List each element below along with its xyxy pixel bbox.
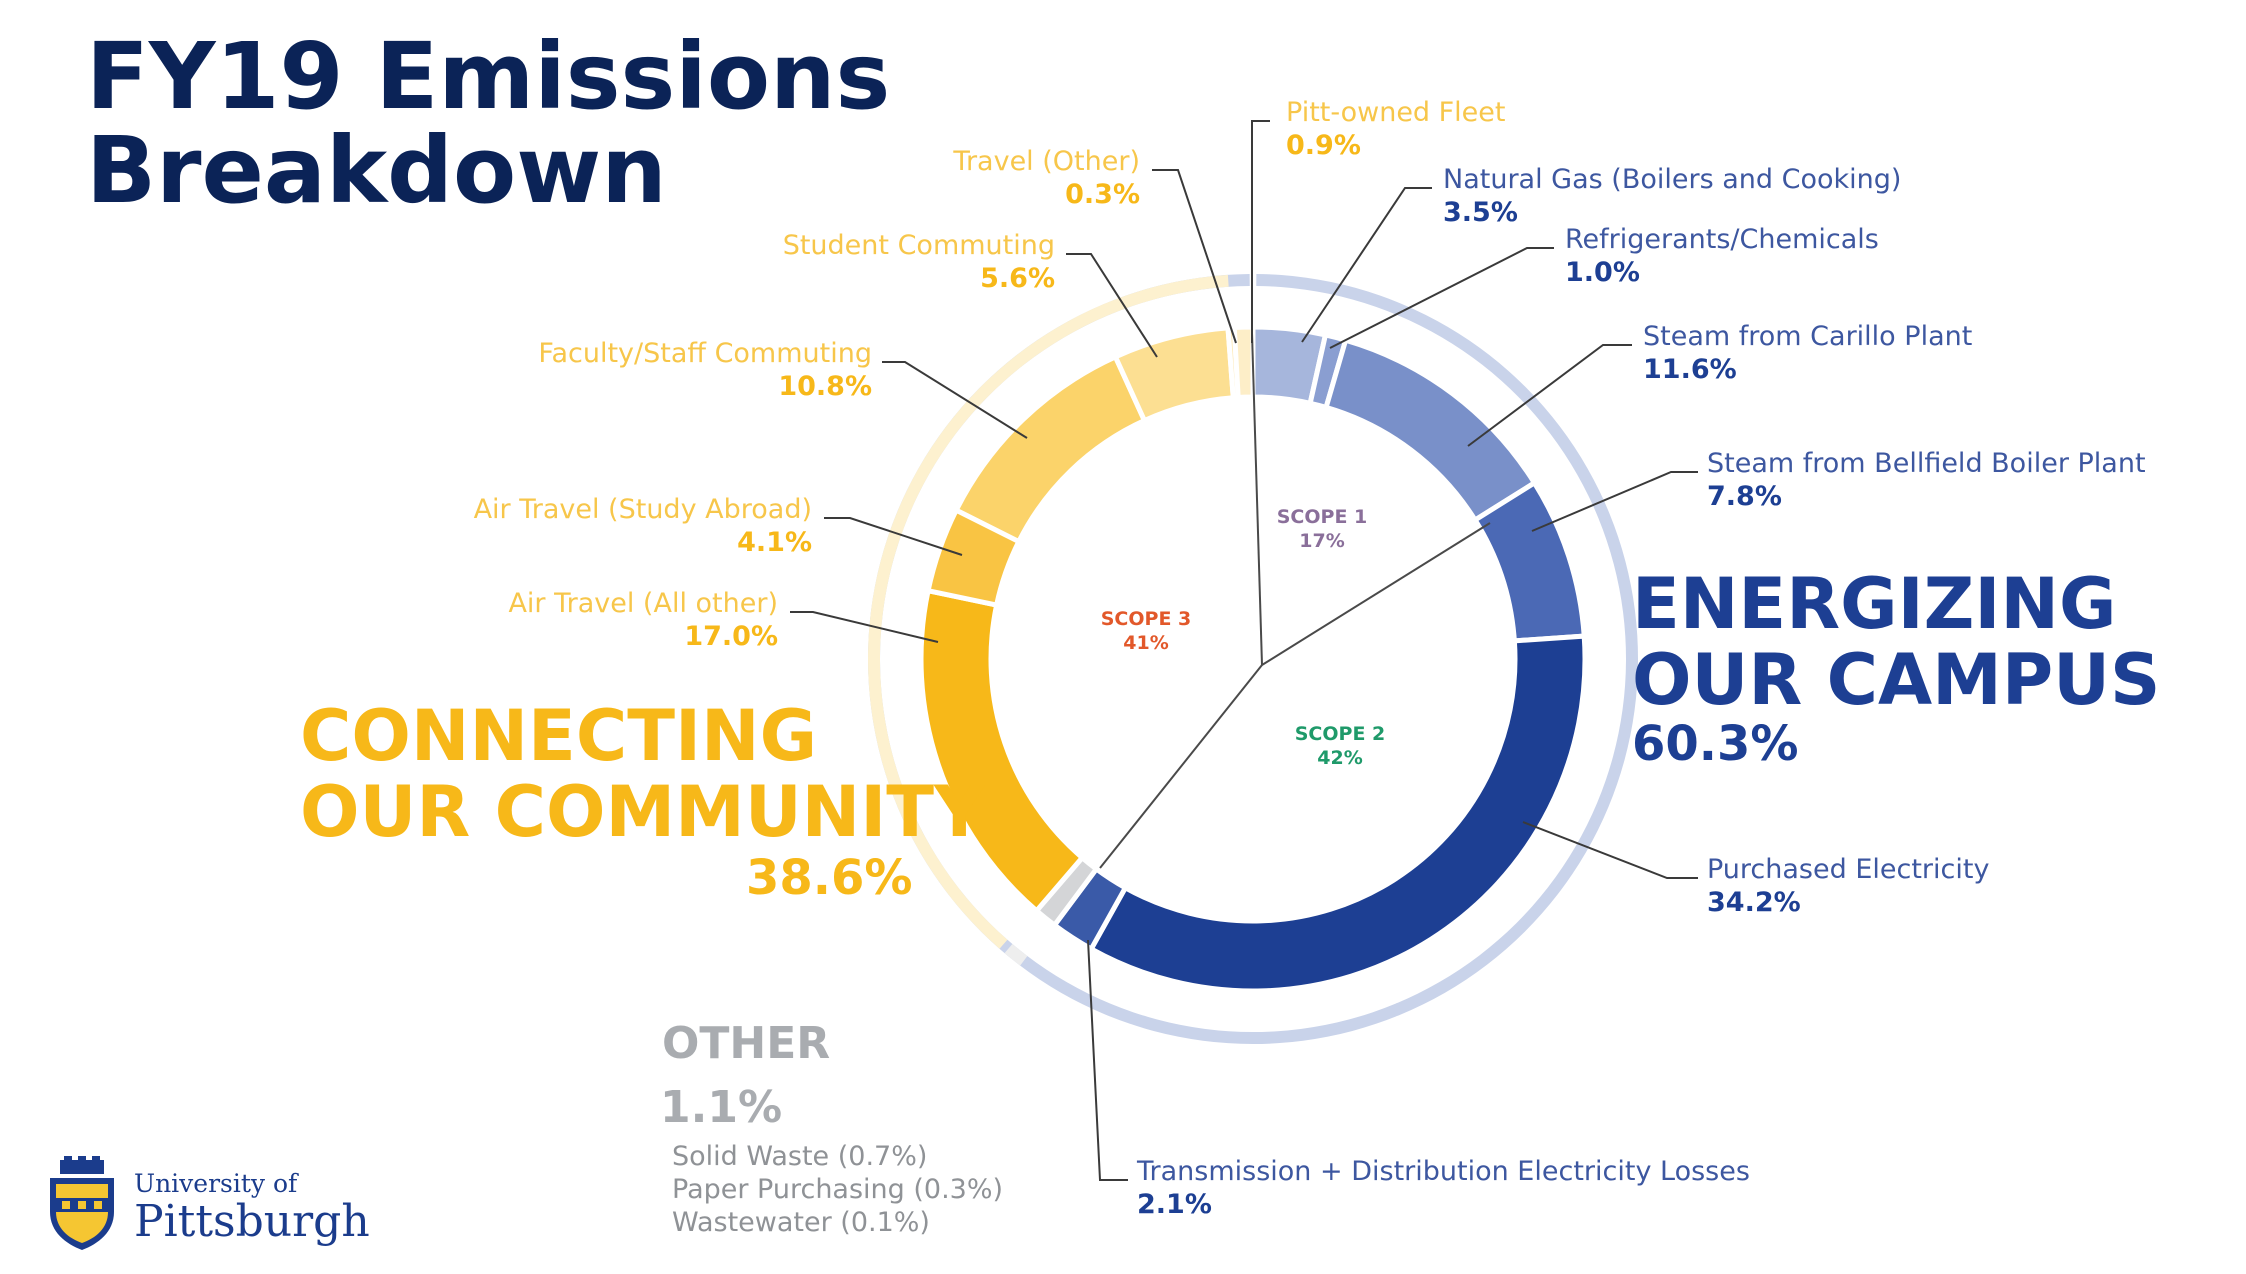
other-item: Wastewater (0.1%)	[672, 1207, 930, 1238]
title-line: FY19 Emissions	[86, 23, 891, 130]
callout-label: Steam from Carillo Plant	[1643, 321, 1972, 352]
group-ring-other	[1004, 943, 1028, 966]
callout-value: 34.2%	[1707, 887, 1801, 918]
callout-leader	[1087, 939, 1128, 1181]
other-items-list: Solid Waste (0.7%) Paper Purchasing (0.3…	[672, 1140, 1003, 1239]
energizing-title-line: ENERGIZING	[1632, 563, 2117, 645]
other-item: Paper Purchasing (0.3%)	[672, 1174, 1004, 1205]
scope-percent: 42%	[1317, 747, 1362, 769]
callout-leader	[1522, 821, 1698, 879]
title-line: Breakdown	[86, 117, 667, 224]
callout-label: Purchased Electricity	[1707, 854, 1989, 885]
scope-label: SCOPE 3	[1101, 608, 1192, 630]
other-item: Solid Waste (0.7%)	[672, 1141, 928, 1172]
callout-value: 11.6%	[1643, 354, 1737, 385]
callout-leader	[1152, 169, 1237, 344]
connecting-group-percent: 38.6%	[746, 850, 913, 906]
callout-leader	[824, 517, 963, 556]
callout-label: Faculty/Staff Commuting	[538, 338, 872, 369]
donut-segment	[1087, 633, 1588, 994]
energizing-group-percent: 60.3%	[1632, 716, 1799, 772]
callout-label: Travel (Other)	[952, 146, 1140, 177]
callout-value: 3.5%	[1443, 197, 1518, 228]
scope-divider	[1251, 332, 1263, 666]
callout-leader	[1531, 471, 1698, 532]
callout-leader	[1329, 247, 1554, 349]
callout-value: 10.8%	[778, 371, 872, 402]
callout-value: 17.0%	[684, 621, 778, 652]
other-group-percent: 1.1%	[660, 1082, 783, 1133]
callout-leader	[1467, 344, 1632, 447]
callout-value: 1.0%	[1565, 257, 1640, 288]
scope-divider	[1261, 522, 1491, 666]
callout-value: 2.1%	[1137, 1189, 1212, 1220]
scope-label: SCOPE 2	[1295, 723, 1386, 745]
callout-label: Student Commuting	[783, 230, 1055, 261]
scope-divider	[1099, 664, 1263, 869]
callout-leader	[1301, 187, 1432, 343]
connecting-group-title: CONNECTING OUR COMMUNITY	[300, 698, 985, 850]
scope-percent: 17%	[1299, 530, 1344, 552]
university-logo: University of Pittsburgh	[44, 1156, 370, 1256]
energizing-title-line: OUR CAMPUS	[1632, 639, 2161, 721]
callout-label: Air Travel (Study Abroad)	[474, 494, 812, 525]
callout-value: 7.8%	[1707, 481, 1782, 512]
callout-label: Transmission + Distribution Electricity …	[1136, 1156, 1750, 1187]
page-title: FY19 Emissions Breakdown	[86, 30, 890, 218]
callout-leader	[882, 361, 1028, 439]
callout-label: Refrigerants/Chemicals	[1565, 224, 1879, 255]
crest-icon	[50, 1156, 114, 1250]
callout-value: 0.3%	[1065, 179, 1140, 210]
connecting-title-line: OUR COMMUNITY	[300, 771, 985, 853]
callout-label: Steam from Bellfield Boiler Plant	[1707, 448, 2146, 479]
scope-label: SCOPE 1	[1277, 506, 1368, 528]
callout-value: 0.9%	[1286, 130, 1361, 161]
energizing-group-title: ENERGIZING OUR CAMPUS	[1632, 566, 2160, 718]
logo-wordmark: University of Pittsburgh	[134, 1170, 370, 1246]
callout-value: 5.6%	[980, 263, 1055, 294]
callout-leader	[1251, 120, 1270, 343]
callout-label: Pitt-owned Fleet	[1286, 97, 1506, 128]
other-group-title: OTHER	[662, 1018, 831, 1069]
connecting-title-line: CONNECTING	[300, 695, 818, 777]
callout-label: Natural Gas (Boilers and Cooking)	[1443, 164, 1901, 195]
callout-leader	[790, 611, 939, 643]
donut-segment	[1231, 324, 1256, 401]
callout-label: Air Travel (All other)	[508, 588, 778, 619]
callout-value: 4.1%	[737, 527, 812, 558]
logo-line: Pittsburgh	[134, 1196, 370, 1247]
scope-percent: 41%	[1123, 632, 1168, 654]
callout-leader	[1066, 253, 1158, 358]
logo-line: University of	[134, 1169, 298, 1198]
